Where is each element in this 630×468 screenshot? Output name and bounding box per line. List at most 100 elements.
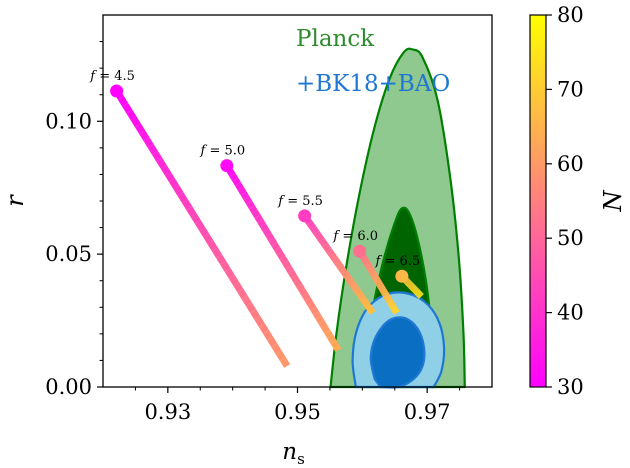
track-segment-f6.0 (389, 304, 397, 311)
track-segment-f4.5 (237, 288, 248, 300)
track-segment-f5.5 (322, 242, 330, 250)
y-tick-label: 0.05 (45, 242, 92, 266)
track-segment-f4.5 (130, 116, 141, 128)
track-segment-f5.5 (351, 284, 359, 291)
track-segment-f4.5 (262, 329, 274, 341)
track-segment-f4.5 (271, 343, 282, 355)
colorbar-tick-label: 80 (557, 3, 584, 27)
track-segment-f6.0 (365, 264, 373, 270)
colorbar-tick-label: 70 (557, 77, 584, 101)
bk18-bao-label: +BK18+BAO (296, 71, 450, 97)
track-segment-f5.5 (356, 291, 364, 298)
track-segment-f5.5 (317, 235, 325, 243)
track-segment-f6.0 (371, 274, 379, 280)
track-segment-f4.5 (279, 357, 291, 368)
track-segment-f5.5 (352, 286, 361, 294)
track-start-marker-f5.5 (298, 209, 312, 223)
y-tick-label: 0.00 (45, 375, 92, 399)
track-segment-f4.5 (186, 206, 197, 217)
track-segment-f6.0 (392, 309, 400, 315)
track-segment-f5.5 (325, 247, 334, 255)
track-segment-f6.0 (380, 289, 388, 295)
track-segment-f5.0 (262, 228, 272, 237)
x-axis-label: ns (282, 439, 305, 468)
track-segment-f4.5 (173, 185, 184, 196)
track-segment-f6.0 (391, 307, 399, 314)
track-segment-f5.0 (237, 186, 247, 196)
colorbar-tick-label: 40 (557, 301, 584, 325)
track-segment-f4.5 (134, 123, 146, 135)
track-segment-f5.0 (329, 339, 339, 348)
track-segment-f6.0 (368, 269, 376, 275)
track-segment-f5.0 (254, 214, 264, 223)
track-segment-f5.0 (307, 302, 317, 311)
colorbar-tick-label: 60 (557, 152, 584, 176)
track-segment-f5.5 (363, 301, 371, 308)
plot-area: f = 4.5 f = 5.0 f = 5.5 f = 6.0 f = 6.5 Planc… (89, 26, 466, 389)
track-segment-f4.5 (232, 281, 244, 293)
track-segment-f5.0 (232, 177, 241, 186)
track-segment-f5.0 (234, 182, 244, 191)
track-segment-f4.5 (139, 130, 150, 141)
colorbar: 30 40 50 60 70 80 N (529, 3, 627, 399)
track-segment-f6.0 (381, 291, 389, 297)
track-segment-f4.5 (207, 240, 218, 251)
track-segment-f4.5 (156, 157, 167, 169)
track-segment-f5.0 (282, 260, 292, 269)
track-segment-f5.0 (268, 237, 278, 246)
track-segment-f6.0 (387, 300, 395, 306)
track-segment-f5.5 (308, 223, 317, 231)
track-segment-f5.5 (332, 257, 340, 264)
track-label-f6.0: f = 6.0 (332, 229, 378, 244)
track-segment-f5.5 (313, 230, 322, 238)
track-segment-f5.5 (330, 255, 339, 262)
axes: 0.93 0.95 0.97 0.00 0.05 0.10 ns r (1, 14, 493, 468)
track-segment-f4.5 (220, 261, 231, 272)
track-segment-f5.0 (290, 274, 300, 283)
track-segment-f5.0 (260, 223, 269, 233)
track-segment-f4.5 (241, 295, 252, 306)
track-segment-f6.0 (369, 270, 377, 277)
track-segment-f6.0 (373, 277, 381, 283)
track-segment-f5.5 (359, 296, 368, 303)
track-segment-f4.5 (258, 322, 269, 334)
track-segment-f5.0 (293, 279, 303, 288)
track-segment-f4.5 (152, 151, 163, 162)
track-start-marker-f6.0 (353, 244, 367, 258)
track-segment-f5.5 (323, 245, 332, 252)
track-segment-f5.0 (274, 246, 283, 256)
track-segment-f5.5 (334, 259, 342, 267)
track-segment-f5.0 (326, 334, 336, 343)
track-segment-f6.0 (365, 263, 372, 269)
track-segment-f5.0 (321, 325, 331, 334)
track-segment-f4.5 (228, 274, 239, 286)
track-segment-f6.0 (385, 297, 393, 303)
track-segment-f4.5 (126, 109, 137, 121)
track-segment-f5.0 (279, 256, 289, 265)
track-segment-f5.5 (306, 221, 315, 228)
contour-bk18-bao-68 (369, 316, 426, 389)
track-segment-f4.5 (177, 192, 188, 203)
track-segment-f5.0 (257, 219, 267, 228)
track-label-f5.5: f = 5.5 (277, 194, 323, 209)
track-segment-f6.0 (386, 298, 394, 304)
track-segment-f4.5 (203, 233, 214, 245)
track-segment-f4.5 (198, 226, 210, 238)
track-segment-f5.0 (324, 329, 333, 339)
track-segment-f5.0 (318, 320, 328, 329)
track-segment-f6.0 (375, 280, 383, 286)
track-segment-f5.5 (320, 240, 328, 247)
track-segment-f6.0 (389, 303, 397, 309)
track-segment-f6.0 (384, 295, 392, 301)
track-segment-f4.5 (122, 102, 133, 114)
track-segment-f6.0 (362, 258, 370, 264)
track-segment-f5.5 (327, 250, 335, 257)
track-segment-f5.5 (361, 298, 369, 306)
track-segment-f5.5 (349, 281, 357, 289)
y-axis-label: r (1, 194, 29, 207)
track-segment-f5.0 (251, 209, 261, 219)
track-segment-f5.0 (304, 297, 314, 306)
track-segment-f5.0 (296, 283, 306, 292)
track-segment-f5.0 (332, 343, 342, 352)
